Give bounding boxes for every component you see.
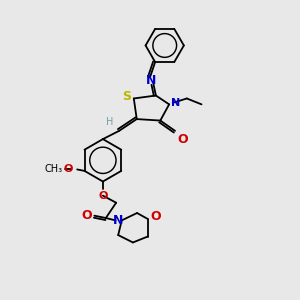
Text: N: N <box>113 214 123 227</box>
Text: O: O <box>150 210 160 223</box>
Text: S: S <box>122 90 131 103</box>
Text: O: O <box>177 133 188 146</box>
Text: O: O <box>81 209 92 222</box>
Text: O: O <box>98 191 108 201</box>
Text: O: O <box>64 164 73 174</box>
Text: H: H <box>106 117 114 127</box>
Text: N: N <box>146 74 157 87</box>
Text: N: N <box>171 98 181 108</box>
Text: CH₃: CH₃ <box>44 164 62 174</box>
